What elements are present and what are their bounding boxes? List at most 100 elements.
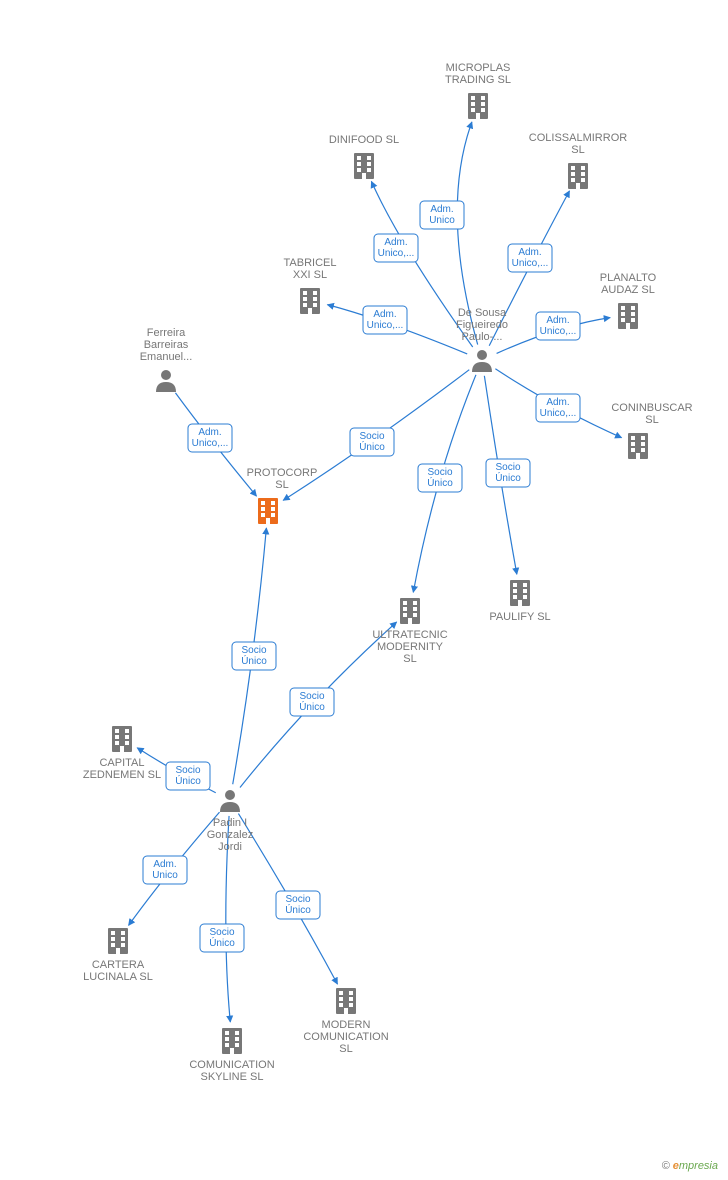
company-node[interactable]: CAPITALZEDNEMEN SL — [83, 726, 161, 781]
node-label: ZEDNEMEN SL — [83, 769, 161, 781]
edge-label-text: Socio — [299, 691, 324, 702]
company-node[interactable]: COLISSALMIRRORSL — [529, 132, 627, 189]
edge-label-text: Único — [209, 936, 235, 949]
node-label: CONINBUSCAR — [611, 402, 692, 414]
node-label: SL — [571, 144, 584, 156]
building-icon — [510, 580, 530, 606]
node-label: COLISSALMIRROR — [529, 132, 627, 144]
company-node[interactable]: DINIFOOD SL — [329, 134, 399, 179]
edge-label-text: Adm. — [373, 309, 396, 320]
node-label: CARTERA — [92, 959, 145, 971]
node-label: COMUNICATION — [189, 1059, 274, 1071]
edge-label-text: Unico,... — [367, 320, 404, 331]
node-label: Padin I — [213, 817, 247, 829]
edge-label-text: Socio — [241, 645, 266, 656]
company-node[interactable]: ULTRATECNICMODERNITYSL — [372, 598, 447, 665]
company-node[interactable]: COMUNICATIONSKYLINE SL — [189, 1028, 274, 1083]
node-label: SL — [339, 1043, 352, 1055]
building-icon — [628, 433, 648, 459]
node-label: MODERNITY — [377, 641, 444, 653]
building-icon — [618, 303, 638, 329]
edge-label-text: Unico — [152, 870, 178, 881]
node-label: Paulo-... — [462, 331, 503, 343]
edge-label-text: Único — [285, 903, 311, 916]
building-icon — [468, 93, 488, 119]
company-node[interactable]: PLANALTOAUDAZ SL — [600, 272, 657, 329]
node-label: COMUNICATION — [303, 1031, 388, 1043]
edge-label-text: Adm. — [384, 237, 407, 248]
node-label: Emanuel... — [140, 351, 193, 363]
edge-label-text: Unico — [429, 215, 455, 226]
node-label: PAULIFY SL — [489, 611, 550, 623]
node-label: ULTRATECNIC — [372, 629, 447, 641]
node-label: XXI SL — [293, 269, 327, 281]
person-icon — [472, 350, 492, 372]
node-label: LUCINALA SL — [83, 971, 153, 983]
person-node[interactable]: Padin IGonzalezJordi — [207, 790, 253, 853]
edge-label-text: Unico,... — [540, 326, 577, 337]
edge-label-text: Único — [495, 471, 521, 484]
edge-label-text: Socio — [495, 462, 520, 473]
node-label: Figueiredo — [456, 319, 508, 331]
building-icon — [300, 288, 320, 314]
building-icon — [336, 988, 356, 1014]
building-icon — [354, 153, 374, 179]
node-label: MICROPLAS — [446, 62, 511, 74]
copyright-text: mpresia — [679, 1160, 718, 1172]
node-label: Barreiras — [144, 339, 189, 351]
edge-label-text: Unico,... — [378, 248, 415, 259]
edge-label-text: Socio — [175, 765, 200, 776]
building-icon — [568, 163, 588, 189]
copyright-symbol: © — [662, 1160, 670, 1172]
node-label: TABRICEL — [284, 257, 337, 269]
edge-label-text: Adm. — [546, 397, 569, 408]
edge-label-text: Unico,... — [540, 408, 577, 419]
edge-label-text: Adm. — [153, 859, 176, 870]
edge-label-text: Socio — [209, 927, 234, 938]
network-diagram: Adm.UnicoAdm.Unico,...Adm.Unico,...Adm.U… — [0, 0, 728, 1180]
edge-label-text: Socio — [359, 431, 384, 442]
building-icon — [400, 598, 420, 624]
node-label: SL — [645, 414, 658, 426]
node-label: Gonzalez — [207, 829, 253, 841]
node-label: SKYLINE SL — [201, 1071, 264, 1083]
edge-label-text: Unico,... — [512, 258, 549, 269]
person-node[interactable]: De SousaFigueiredoPaulo-... — [456, 307, 508, 372]
edge-label-text: Único — [427, 476, 453, 489]
edge-label-text: Adm. — [518, 247, 541, 258]
building-icon — [108, 928, 128, 954]
node-label: Ferreira — [147, 327, 186, 339]
building-icon — [222, 1028, 242, 1054]
company-node[interactable]: CONINBUSCARSL — [611, 402, 692, 459]
node-label: MODERN — [322, 1019, 371, 1031]
company-node[interactable]: PAULIFY SL — [489, 580, 550, 623]
person-icon — [220, 790, 240, 812]
person-icon — [156, 370, 176, 392]
edge-label-text: Único — [299, 700, 325, 713]
edge-label-text: Adm. — [198, 427, 221, 438]
building-icon — [112, 726, 132, 752]
node-label: TRADING SL — [445, 74, 511, 86]
edge-label-text: Adm. — [546, 315, 569, 326]
edge-label-text: Único — [175, 774, 201, 787]
company-node[interactable]: PROTOCORPSL — [247, 467, 318, 524]
node-label: CAPITAL — [99, 757, 144, 769]
edge-label-text: Único — [359, 440, 385, 453]
edge-label-text: Unico,... — [192, 438, 229, 449]
person-node[interactable]: FerreiraBarreirasEmanuel... — [140, 327, 193, 392]
node-label: Jordi — [218, 841, 242, 853]
edge-label-text: Socio — [427, 467, 452, 478]
node-label: PROTOCORP — [247, 467, 318, 479]
node-label: SL — [275, 479, 288, 491]
company-node[interactable]: MODERNCOMUNICATIONSL — [303, 988, 388, 1055]
node-label: De Sousa — [458, 307, 507, 319]
company-node[interactable]: CARTERALUCINALA SL — [83, 928, 153, 983]
edge-label-text: Único — [241, 654, 267, 667]
building-icon — [258, 498, 278, 524]
edge-label-text: Socio — [285, 894, 310, 905]
node-label: PLANALTO — [600, 272, 657, 284]
edge-label-text: Adm. — [430, 204, 453, 215]
node-label: DINIFOOD SL — [329, 134, 399, 146]
node-label: AUDAZ SL — [601, 284, 655, 296]
company-node[interactable]: MICROPLASTRADING SL — [445, 62, 511, 119]
